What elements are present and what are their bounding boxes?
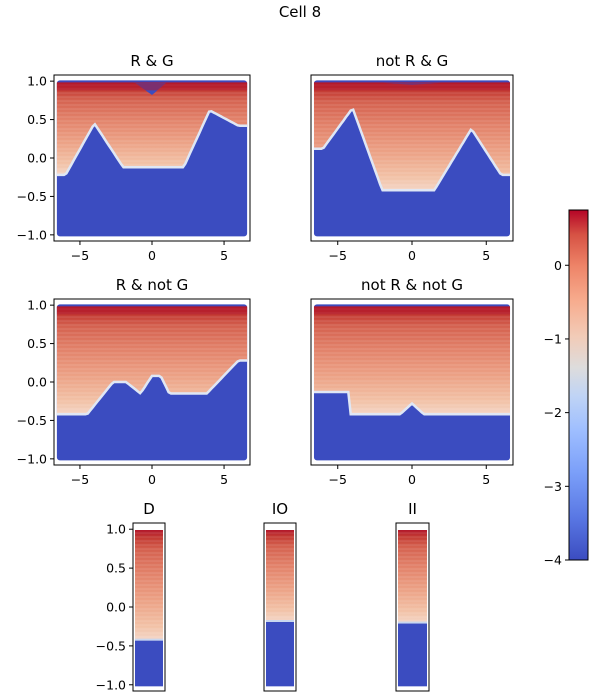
y-tick-label: −1.0 bbox=[96, 677, 126, 692]
colorbar-tick-label: −3 bbox=[544, 479, 562, 494]
subplot-not-r-and-not-g: not R & not G −5 0 5 bbox=[310, 276, 514, 487]
subplot-ii: II bbox=[395, 500, 430, 692]
y-tick-label: 1.0 bbox=[27, 74, 47, 89]
boundary-edge bbox=[314, 390, 510, 416]
y-tick-label: −0.5 bbox=[96, 638, 126, 653]
x-tick-label: 0 bbox=[148, 248, 156, 263]
boundary-edge bbox=[56, 110, 248, 177]
x-tick-label: 5 bbox=[220, 472, 228, 487]
colorbar-tick-label: −2 bbox=[544, 405, 562, 420]
colorbar-tick-label: 0 bbox=[554, 258, 562, 273]
boundary-edge bbox=[135, 638, 163, 641]
colorbar-tick-label: −4 bbox=[544, 553, 562, 568]
subplot-title: R & G bbox=[130, 52, 173, 70]
x-tick-label: 5 bbox=[482, 472, 490, 487]
low-likelihood-region bbox=[266, 621, 294, 687]
subplot-title: II bbox=[408, 500, 417, 518]
subplot-io: IO bbox=[263, 500, 297, 692]
colorbar-tick-label: −1 bbox=[544, 331, 562, 346]
top-band bbox=[313, 305, 511, 315]
top-band bbox=[56, 305, 248, 315]
subplot-title: R & not G bbox=[116, 276, 189, 294]
boundary-edge bbox=[398, 621, 427, 624]
colorbar: 0 −1 −2 −3 −4 bbox=[544, 209, 589, 568]
x-tick-label: −5 bbox=[71, 472, 89, 487]
x-tick-label: −5 bbox=[329, 248, 347, 263]
y-tick-label: 0.5 bbox=[27, 336, 47, 351]
subplot-title: not R & not G bbox=[361, 276, 463, 294]
x-tick-label: 0 bbox=[408, 472, 416, 487]
axes-frame bbox=[395, 522, 430, 692]
colorbar-scale bbox=[568, 209, 589, 561]
x-tick-label: 0 bbox=[408, 248, 416, 263]
x-tick-label: −5 bbox=[329, 472, 347, 487]
y-tick-label: 0.0 bbox=[27, 375, 47, 390]
axes-frame bbox=[263, 522, 297, 692]
x-tick-label: 5 bbox=[220, 248, 228, 263]
low-likelihood-region bbox=[135, 639, 163, 687]
y-tick-label: 0.5 bbox=[27, 112, 47, 127]
y-tick-label: 1.0 bbox=[27, 298, 47, 313]
subplot-d: D 1.0 0.5 0.0 −0.5 −1.0 bbox=[96, 500, 166, 692]
subplot-r-and-g: R & G 1.0 0.5 0.0 −0.5 −1.0 −5 0 5 bbox=[17, 52, 251, 263]
subplot-r-and-not-g: R & not G 1.0 0.5 0.0 −0.5 −1.0 −5 0 5 bbox=[17, 276, 251, 487]
y-tick-label: −1.0 bbox=[17, 451, 47, 466]
boundary-edge bbox=[314, 108, 510, 192]
x-tick-label: 0 bbox=[148, 472, 156, 487]
boundary-edge bbox=[56, 359, 248, 416]
y-tick-label: −0.5 bbox=[17, 413, 47, 428]
subplot-not-r-and-g: not R & G −5 0 5 bbox=[310, 52, 514, 263]
x-tick-label: 5 bbox=[482, 248, 490, 263]
subplot-title: not R & G bbox=[376, 52, 449, 70]
low-likelihood-region bbox=[398, 622, 427, 687]
y-tick-label: 1.0 bbox=[106, 522, 126, 537]
y-tick-label: −1.0 bbox=[17, 227, 47, 242]
top-band bbox=[313, 81, 511, 91]
figure-title: Cell 8 bbox=[279, 3, 321, 21]
subplot-title: D bbox=[143, 500, 155, 518]
y-tick-label: 0.0 bbox=[27, 151, 47, 166]
y-tick-label: −0.5 bbox=[17, 189, 47, 204]
x-tick-label: −5 bbox=[71, 248, 89, 263]
boundary-edge bbox=[266, 620, 294, 622]
subplot-title: IO bbox=[272, 500, 288, 518]
y-tick-label: 0.0 bbox=[106, 600, 126, 615]
y-tick-label: 0.5 bbox=[106, 561, 126, 576]
top-band bbox=[56, 81, 248, 91]
